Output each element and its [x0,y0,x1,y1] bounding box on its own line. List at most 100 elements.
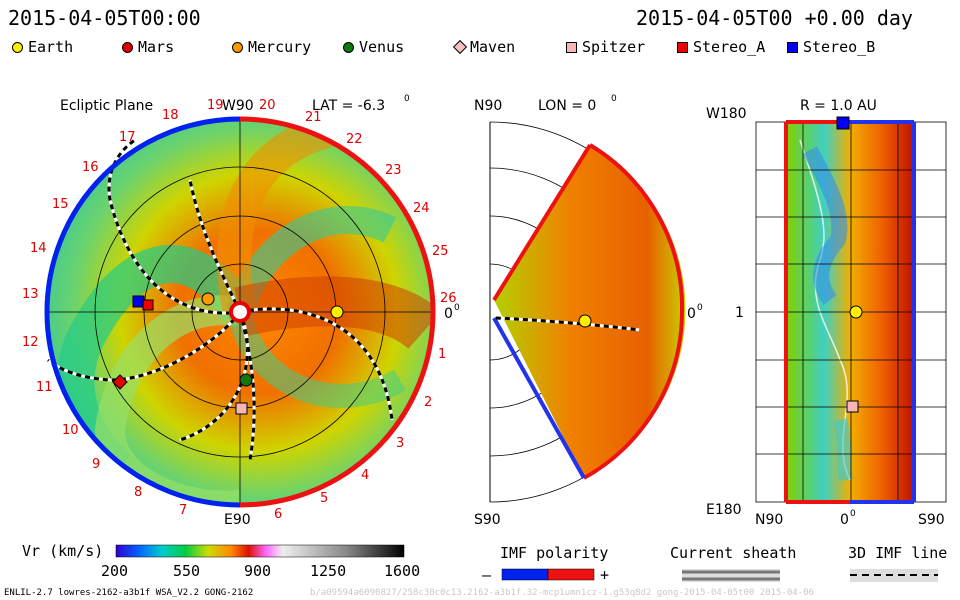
venus-marker-icon [343,41,354,53]
legend-label: Spitzer [582,38,646,56]
colorbar-tick: 550 [173,562,201,580]
ecliptic-plane-panel: 1 2 3 4 5 6 7 8 9 10 11 12 13 14 15 16 1… [22,94,460,528]
stereo-b-marker-icon [787,41,798,53]
carrington-label: 5 [320,491,328,506]
ecliptic-bottom-label: E90 [224,512,251,528]
colorbar-label: Vr (km/s) [22,542,104,560]
legend-label: Venus [359,38,405,56]
legend-label: Maven [470,38,516,56]
colorbar-tick: 900 [244,562,272,580]
carrington-label: 6 [274,507,282,522]
carrington-label: 4 [361,468,369,483]
stereo-b-marker-icon [132,295,145,308]
imf-boundary-negative [44,116,241,508]
imf-line-swatch [850,569,938,582]
imf-minus-label: – [482,566,492,584]
imf-boundary-positive [239,116,436,508]
model-info-footer: ENLIL-2.7 lowres-2162-a3b1f WSA_V2.2 GON… [4,588,254,598]
ecliptic-top-label: W90 [222,98,254,114]
stereo-b-marker-icon [836,116,850,130]
current-sheath-swatch [682,569,780,582]
spitzer-marker-icon [235,402,248,415]
legend-label: Stereo_B [803,38,876,56]
legend-mercury: Mercury [232,38,311,56]
earth-marker-icon [330,305,344,319]
imf-polarity-bar [501,568,595,581]
meridional-top-label: N90 [474,98,502,114]
legend-label: Mercury [248,38,312,56]
legend-stereo-b: Stereo_B [787,38,875,56]
legend-label: Stereo_A [693,38,766,56]
carrington-label: 17 [119,130,136,145]
meridional-bottom-label: S90 [474,512,501,528]
legend-mars: Mars [122,38,174,56]
colorbar-tick: 1600 [384,562,421,580]
radial-mid-label: 1 [735,305,744,321]
velocity-colorbar [115,544,405,558]
imf-line-label: 3D IMF line [848,544,948,562]
legend-stereo-a: Stereo_A [677,38,765,56]
ecliptic-right-label: 0 [444,306,453,322]
legend-maven: Maven [452,38,516,56]
carrington-label: 13 [22,287,39,302]
degree-sign: 0 [850,509,856,519]
stereo-a-marker-icon [677,41,688,53]
carrington-label: 12 [22,335,39,350]
carrington-label: 21 [305,110,322,125]
imf-polarity-label: IMF polarity [500,544,609,562]
carrington-label: 10 [62,423,79,438]
carrington-label: 24 [413,201,430,216]
carrington-label: 8 [134,485,142,500]
carrington-labels: 1 2 3 4 5 6 7 8 9 10 11 12 13 14 15 16 1… [22,98,457,522]
carrington-label: 1 [438,347,446,362]
legend-label: Earth [28,38,74,56]
carrington-label: 7 [179,503,187,518]
radial-bottom-label: E180 [706,502,742,518]
carrington-label: 9 [92,457,100,472]
carrington-label: 20 [259,98,276,113]
carrington-label: 19 [207,98,224,113]
meridional-plane-panel: N90 LON = 0 0 0 0 S90 [474,94,703,528]
earth-marker-icon [12,41,23,53]
degree-sign: 0 [454,303,460,313]
carrington-label: 18 [162,108,179,123]
venus-marker-icon [239,373,253,387]
meridional-wedge [494,145,686,478]
carrington-label: 11 [36,380,53,395]
legend-label: Mars [138,38,175,56]
mercury-marker-icon [232,41,243,53]
sun-icon [229,301,251,323]
carrington-label: 25 [432,244,449,259]
time-label-left: 2015-04-05T00:00 [8,6,201,30]
mars-marker-icon [122,41,133,53]
carrington-label: 22 [346,132,363,147]
carrington-label: 14 [30,241,47,256]
ecliptic-title: Ecliptic Plane [60,98,153,114]
carrington-label: 26 [440,291,457,306]
earth-marker-icon [578,314,592,328]
legend-venus: Venus [343,38,404,56]
colorbar-tick: 200 [101,562,129,580]
legend-earth: Earth [12,38,73,56]
radial-title: R = 1.0 AU [800,98,877,114]
legend-spitzer: Spitzer [566,38,645,56]
time-label-right: 2015-04-05T00 +0.00 day [636,6,913,30]
carrington-label: 15 [52,197,69,212]
spitzer-marker-icon [566,41,577,53]
stereo-a-marker-icon [142,299,154,311]
carrington-label: 16 [82,160,99,175]
degree-sign: 0 [404,94,410,104]
radial-x-label: N90 [755,512,783,528]
carrington-label: 2 [424,395,432,410]
radial-x-label: S90 [918,512,945,528]
radial-map-panel: R = 1.0 AU W180 1 E180 N90 0 0 S90 [706,98,947,528]
spitzer-marker-icon [846,400,859,413]
latitude-label: LAT = -6.3 [312,98,385,114]
longitude-label: LON = 0 [538,98,596,114]
colorbar-tick: 1250 [310,562,347,580]
radial-top-label: W180 [706,106,747,122]
degree-sign: 0 [697,303,703,313]
current-sheath-label: Current sheath [670,544,797,562]
mercury-marker-icon [201,292,215,306]
